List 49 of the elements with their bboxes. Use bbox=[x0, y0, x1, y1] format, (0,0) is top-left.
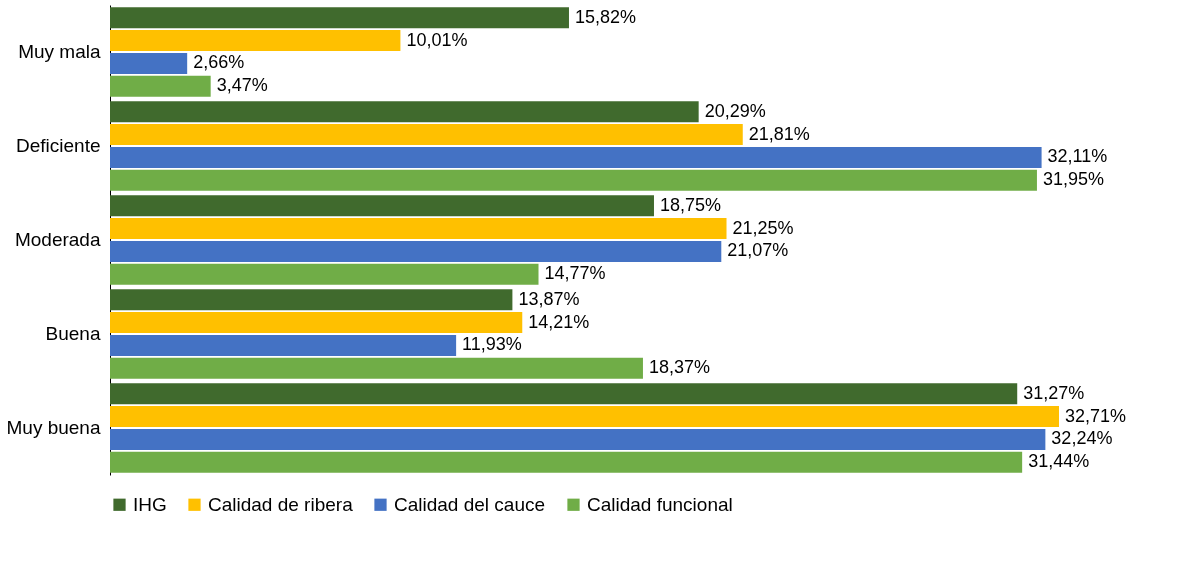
bar bbox=[110, 169, 1037, 191]
bar bbox=[110, 75, 211, 97]
legend-label: Calidad funcional bbox=[587, 493, 733, 515]
legend-label: Calidad de ribera bbox=[208, 493, 354, 515]
y-tick-label: Muy mala bbox=[18, 41, 101, 62]
bar bbox=[110, 406, 1059, 428]
data-label: 21,25% bbox=[732, 217, 794, 238]
bar bbox=[110, 146, 1042, 168]
data-label: 21,81% bbox=[748, 123, 810, 144]
data-label: 10,01% bbox=[406, 29, 468, 50]
legend-label: IHG bbox=[133, 493, 167, 515]
bar bbox=[110, 334, 457, 356]
data-label: 14,77% bbox=[544, 263, 606, 284]
bar bbox=[110, 312, 523, 334]
data-label: 3,47% bbox=[216, 75, 268, 96]
bar bbox=[110, 218, 727, 240]
bar bbox=[110, 7, 569, 29]
data-label: 31,95% bbox=[1042, 169, 1105, 190]
bar bbox=[110, 428, 1046, 450]
data-label: 32,24% bbox=[1051, 428, 1113, 449]
data-label: 20,29% bbox=[704, 100, 766, 121]
bar bbox=[110, 101, 699, 123]
bar bbox=[110, 357, 643, 379]
legend-label: Calidad del cauce bbox=[394, 493, 546, 515]
bar bbox=[110, 383, 1018, 405]
y-tick-label: Buena bbox=[45, 323, 101, 344]
bar bbox=[110, 289, 513, 311]
bar bbox=[110, 451, 1023, 473]
bar bbox=[110, 195, 654, 217]
bar bbox=[110, 240, 722, 262]
y-tick-label: Moderada bbox=[14, 229, 101, 250]
data-label: 31,44% bbox=[1028, 451, 1090, 472]
data-label: 11,93% bbox=[462, 334, 522, 355]
data-label: 18,75% bbox=[659, 194, 722, 215]
bar bbox=[110, 52, 188, 74]
bar bbox=[110, 30, 401, 52]
bar bbox=[110, 263, 539, 285]
data-label: 15,82% bbox=[574, 6, 637, 27]
data-label: 2,66% bbox=[193, 52, 245, 73]
data-label: 32,71% bbox=[1065, 405, 1127, 426]
data-label: 21,07% bbox=[727, 240, 789, 261]
data-label: 31,27% bbox=[1023, 382, 1085, 403]
y-tick-label: Deficiente bbox=[16, 135, 101, 156]
data-label: 32,11% bbox=[1047, 146, 1108, 167]
bar bbox=[110, 124, 743, 146]
data-label: 14,21% bbox=[528, 311, 590, 332]
y-tick-label: Muy buena bbox=[6, 417, 101, 438]
data-label: 13,87% bbox=[518, 288, 580, 309]
data-label: 18,37% bbox=[648, 357, 711, 378]
